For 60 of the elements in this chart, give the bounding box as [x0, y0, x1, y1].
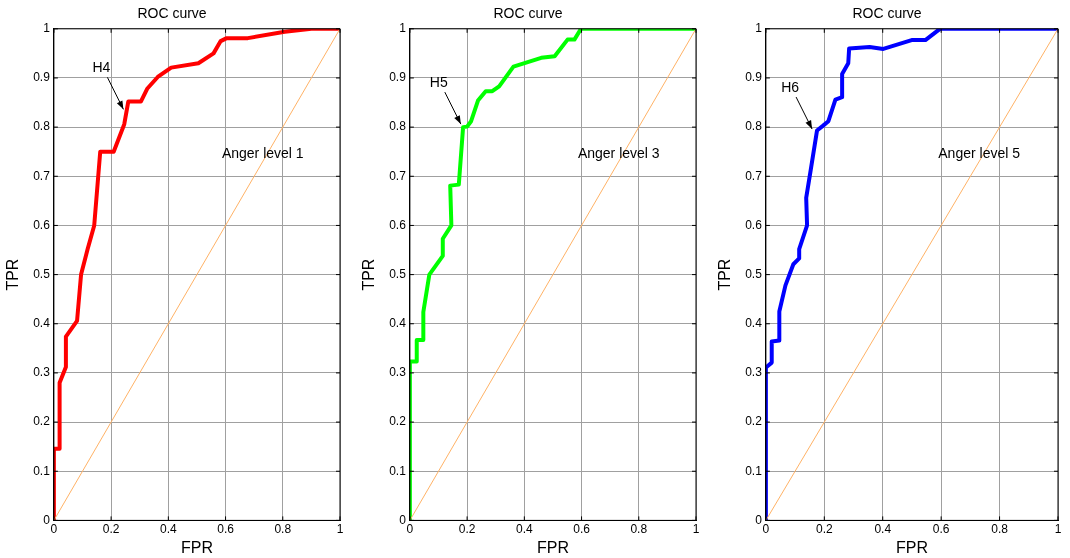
y-tick-label: 0.3	[33, 365, 51, 380]
y-tick-label: 0.4	[33, 316, 51, 331]
x-axis-title: FPR	[180, 538, 213, 556]
y-tick-label: 0.4	[389, 316, 407, 331]
y-tick-label: 0.6	[389, 217, 407, 232]
y-tick-label: 0.9	[389, 70, 407, 85]
y-tick-label: 0.7	[389, 168, 407, 183]
annotation: Anger level 5	[938, 145, 1021, 162]
y-axis-title: TPR	[360, 258, 378, 291]
annotation: H4	[92, 59, 111, 76]
y-axis-title: TPR	[4, 258, 22, 291]
x-tick-label: 0.8	[630, 521, 648, 536]
x-tick-label: 0.8	[274, 521, 292, 536]
y-tick-label: 0.2	[745, 414, 763, 429]
y-tick-label: 0.7	[745, 168, 763, 183]
y-tick-label: 1	[755, 21, 763, 36]
chart-title: ROC curve	[493, 5, 563, 22]
y-tick-label: 0.9	[745, 70, 763, 85]
x-tick-label: 1	[1054, 521, 1062, 536]
x-tick-label: 0.4	[159, 521, 177, 536]
x-axis-title: FPR	[895, 538, 928, 556]
y-tick-label: 0.2	[389, 414, 407, 429]
y-tick-label: 1	[399, 21, 407, 36]
x-tick-label: 0.2	[815, 521, 833, 536]
x-axis-title: FPR	[536, 538, 569, 556]
y-tick-label: 0.5	[389, 266, 407, 281]
x-tick-label: 0.8	[991, 521, 1009, 536]
x-tick-label: 0.2	[458, 521, 476, 536]
y-tick-label: 0.1	[389, 463, 407, 478]
chart-title: ROC curve	[852, 5, 922, 22]
x-tick-label: 0.2	[102, 521, 120, 536]
y-tick-label: 0.4	[745, 316, 763, 331]
y-tick-label: 0.6	[33, 217, 51, 232]
annotation: H6	[781, 78, 800, 95]
y-tick-label: 0.6	[745, 217, 763, 232]
y-tick-label: 0.9	[33, 70, 51, 85]
x-tick-label: 0.4	[515, 521, 533, 536]
x-tick-label: 0.4	[874, 521, 892, 536]
x-tick-label: 0.6	[573, 521, 591, 536]
y-tick-label: 0.5	[33, 266, 51, 281]
annotation: H5	[429, 73, 448, 90]
y-tick-label: 1	[43, 21, 51, 36]
y-tick-label: 0.1	[33, 463, 51, 478]
chart-title: ROC curve	[137, 5, 207, 22]
x-tick-label: 0.6	[217, 521, 235, 536]
y-tick-label: 0.3	[745, 365, 763, 380]
y-tick-label: 0.8	[389, 119, 407, 134]
x-tick-label: 0.6	[932, 521, 950, 536]
y-tick-label: 0.1	[745, 463, 763, 478]
y-axis-title: TPR	[716, 258, 734, 291]
y-tick-label: 0.8	[745, 119, 763, 134]
annotation: Anger level 1	[221, 145, 304, 162]
x-tick-label: 1	[692, 521, 700, 536]
y-tick-label: 0.5	[745, 266, 763, 281]
y-tick-label: 0.2	[33, 414, 51, 429]
annotation: Anger level 3	[577, 145, 660, 162]
y-tick-label: 0.7	[33, 168, 51, 183]
y-tick-label: 0.8	[33, 119, 51, 134]
y-tick-label: 0.3	[389, 365, 407, 380]
x-tick-label: 1	[336, 521, 344, 536]
